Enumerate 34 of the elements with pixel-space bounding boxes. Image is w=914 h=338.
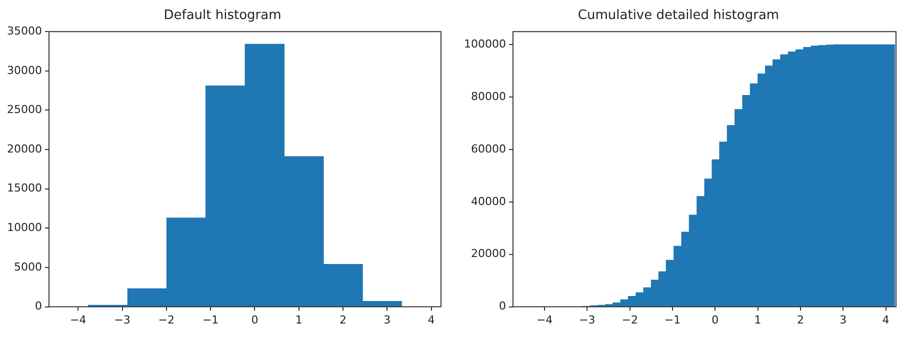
x-tick-label: −4 — [70, 313, 86, 326]
x-tick-label: 2 — [340, 313, 346, 326]
y-tick-label: 30000 — [6, 64, 42, 77]
x-tick-label: 1 — [754, 313, 762, 326]
chart-title: Default histogram — [164, 8, 282, 24]
chart-title: Cumulative detailed histogram — [578, 8, 780, 24]
y-tick-label: 35000 — [6, 24, 42, 38]
x-tick-label: 2 — [796, 313, 804, 326]
x-tick-label: −1 — [664, 313, 681, 326]
y-tick-label: 5000 — [14, 260, 42, 274]
y-tick-label: 80000 — [470, 90, 506, 103]
y-tick-label: 0 — [34, 300, 42, 313]
y-tick-label: 0 — [498, 300, 506, 313]
x-tick-label: −2 — [622, 313, 638, 326]
y-tick-label: 20000 — [470, 247, 506, 260]
x-tick-label: −2 — [158, 313, 175, 326]
x-tick-label: −1 — [202, 313, 219, 326]
y-tick-label: 10000 — [6, 221, 42, 234]
y-tick-label: 100000 — [464, 38, 506, 51]
x-tick-label: −3 — [579, 313, 596, 326]
x-tick-label: 3 — [384, 313, 391, 326]
x-tick-label: 1 — [295, 313, 302, 326]
y-tick-label: 25000 — [6, 103, 42, 116]
x-tick-label: 0 — [712, 313, 719, 326]
x-tick-label: −4 — [536, 313, 553, 326]
x-tick-label: −3 — [114, 313, 130, 326]
y-tick-label: 40000 — [470, 194, 506, 208]
y-tick-label: 15000 — [6, 182, 42, 195]
x-tick-label: 0 — [251, 313, 258, 326]
x-tick-label: 4 — [882, 313, 890, 326]
y-tick-label: 20000 — [6, 142, 42, 156]
x-tick-label: 4 — [428, 313, 435, 326]
y-tick-label: 60000 — [470, 142, 506, 156]
x-tick-label: 3 — [840, 313, 847, 326]
